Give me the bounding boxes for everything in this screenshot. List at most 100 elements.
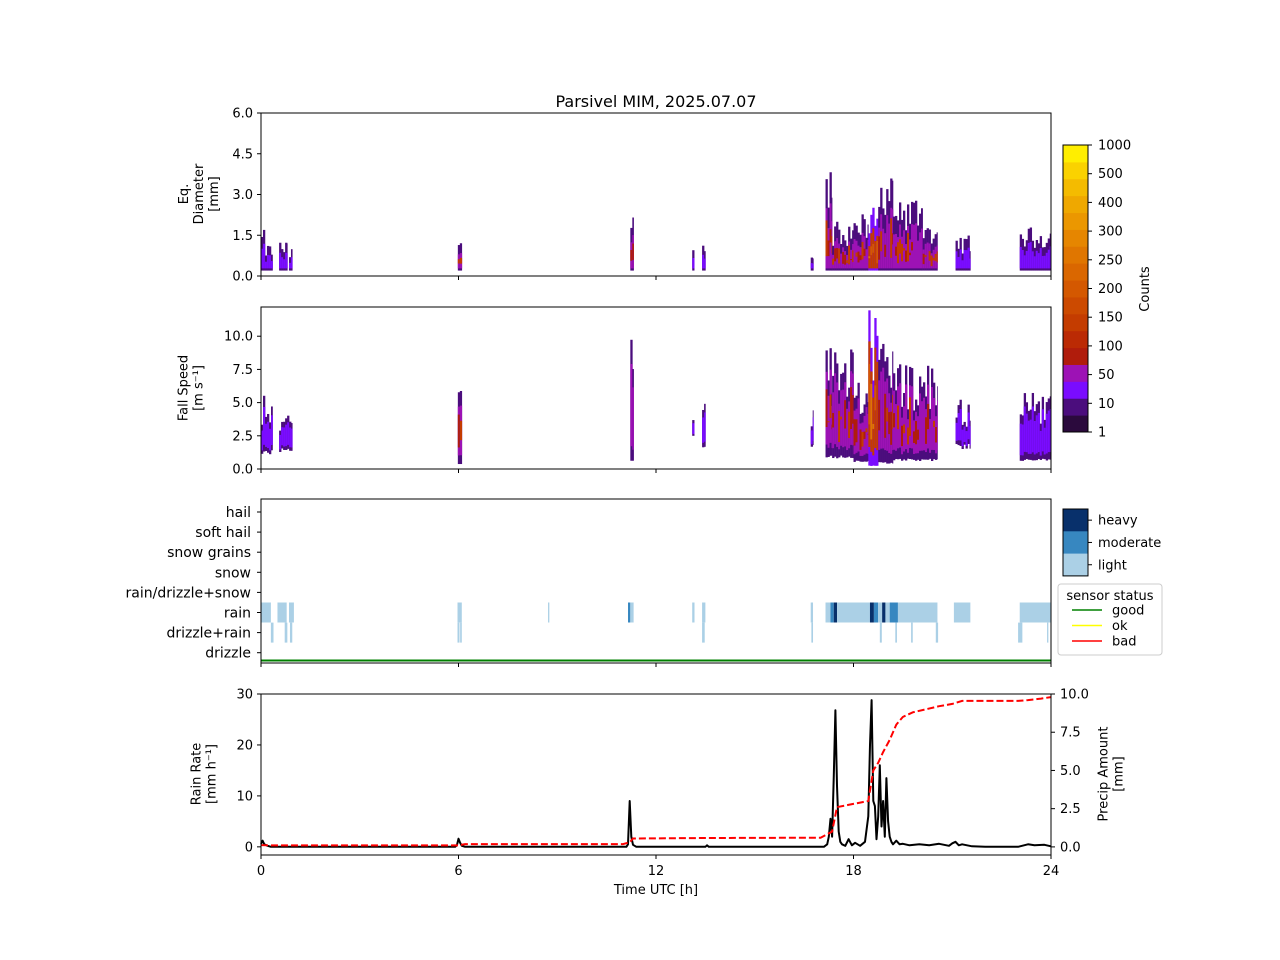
heatmap-event <box>825 348 833 458</box>
colorbar-swatch <box>1063 195 1088 214</box>
heatmap-cell <box>281 427 284 446</box>
heatmap-cell <box>692 257 695 269</box>
heatmap-event <box>630 339 634 461</box>
y2-tick-label: 5.0 <box>1060 764 1081 779</box>
heatmap-cell <box>922 253 925 265</box>
legend-label: bad <box>1112 635 1136 650</box>
heatmap-cell <box>265 423 268 447</box>
colorbar-tick-label: 250 <box>1098 253 1123 268</box>
heatmap-cell <box>907 427 910 445</box>
colorbar-swatch <box>1063 280 1088 298</box>
heatmap-cell <box>893 413 896 428</box>
heatmap-cell <box>917 240 920 269</box>
heatmap-cell <box>1023 255 1027 269</box>
heatmap-cell <box>825 389 828 428</box>
heatmap-cell <box>857 398 860 452</box>
rain-segment <box>548 602 550 623</box>
heatmap-cell <box>1037 253 1041 269</box>
rain-segment <box>885 602 890 623</box>
heatmap-event <box>853 382 869 462</box>
heatmap-event <box>878 178 894 271</box>
heatmap-cell <box>261 248 264 269</box>
rain-segment <box>837 602 870 623</box>
y-tick-label: 6.0 <box>232 107 253 122</box>
heatmap-cell <box>850 259 853 261</box>
colorbar-swatch <box>1063 364 1088 382</box>
heatmap-event <box>868 310 879 466</box>
rain-segment <box>702 602 706 623</box>
precip-type-panel: hail soft hail snow grains snow rain/drizzle… <box>126 498 1052 667</box>
heatmap-cell <box>283 259 286 269</box>
heatmap-cell <box>1029 242 1033 269</box>
heatmap-cell <box>897 242 900 264</box>
heatmap-cell <box>285 424 288 447</box>
rain-rate-line <box>260 699 1052 848</box>
heatmap-cell <box>832 412 835 428</box>
heatmap-event <box>279 242 288 271</box>
heatmap-cell <box>632 387 634 450</box>
heatmap-cell <box>865 428 868 433</box>
heatmap-cell <box>886 215 889 269</box>
heatmap-event <box>825 172 833 271</box>
x-tick-label: 18 <box>845 864 862 879</box>
y2-tick-label: 2.5 <box>1060 802 1081 817</box>
y2-tick-label: 0.0 <box>1060 840 1081 855</box>
heatmap-cell <box>888 412 891 435</box>
heatmap-cell <box>957 256 960 269</box>
heatmap-cell <box>812 263 814 269</box>
precip-amount-line <box>260 696 1052 847</box>
colorbar-swatch <box>1063 161 1088 180</box>
colorbar-tick-label: 150 <box>1098 311 1123 326</box>
heatmap-cell <box>935 427 938 443</box>
y2-tick-label: 10.0 <box>1060 688 1089 703</box>
precip-amount-axis-label-line: Precip Amount <box>1097 727 1112 822</box>
heatmap-cell <box>924 255 927 258</box>
y-tick-label: 1.5 <box>232 229 253 244</box>
heatmap-cell <box>844 400 847 429</box>
heatmap-cell <box>283 427 286 447</box>
heatmap-event <box>893 364 938 462</box>
heatmap-cell <box>876 241 879 264</box>
colorbar-swatch <box>1063 212 1088 230</box>
heatmap-cell <box>967 247 970 269</box>
heatmap-cell <box>1037 412 1041 453</box>
y-tick-label: 0.0 <box>232 463 253 478</box>
rain-segment <box>261 602 271 623</box>
rain-segment <box>277 602 287 623</box>
heatmap-cell <box>903 248 906 251</box>
heatmap-cell <box>848 245 851 265</box>
rain-segment <box>628 602 631 623</box>
heatmap-cell <box>1019 423 1023 456</box>
rain-rate-axis-label: Rain Rate[mm h⁻¹] <box>190 743 220 806</box>
rain-segment <box>810 602 814 623</box>
heatmap-cell <box>929 418 932 453</box>
intensity-swatch <box>1063 509 1088 532</box>
fall-speed-axis-label: Fall Speed[m s⁻¹] <box>177 355 207 421</box>
heatmap-cell <box>919 232 922 269</box>
heatmap-cell <box>263 406 266 445</box>
heatmap-cell <box>632 243 634 260</box>
heatmap-cell <box>279 434 282 450</box>
drizzle-rain-segment <box>1018 622 1023 643</box>
heatmap-cell <box>848 411 851 439</box>
drizzle-rain-segment <box>895 622 897 643</box>
heatmap-cell <box>838 410 841 443</box>
heatmap-cell <box>880 231 883 252</box>
heatmap-cell <box>810 430 814 445</box>
heatmap-cell <box>934 253 937 262</box>
heatmap-cell <box>868 256 871 259</box>
heatmap-cell <box>263 243 266 269</box>
rain-segment <box>825 602 831 623</box>
y-tick-label: 20 <box>236 738 253 753</box>
y-tick-label: 7.5 <box>232 363 253 378</box>
heatmap-cell <box>287 422 290 445</box>
rain-rate-axis-label-line: [mm h⁻¹] <box>205 744 220 804</box>
colorbar-tick-label: 400 <box>1098 196 1123 211</box>
heatmap-cell <box>853 419 856 446</box>
y-tick-label: 10.0 <box>224 330 253 345</box>
heatmap-cell <box>855 419 858 443</box>
heatmap-cell <box>863 248 866 256</box>
heatmap-cell <box>1031 251 1035 269</box>
rain-segment <box>869 602 874 623</box>
heatmap-event <box>868 207 879 271</box>
